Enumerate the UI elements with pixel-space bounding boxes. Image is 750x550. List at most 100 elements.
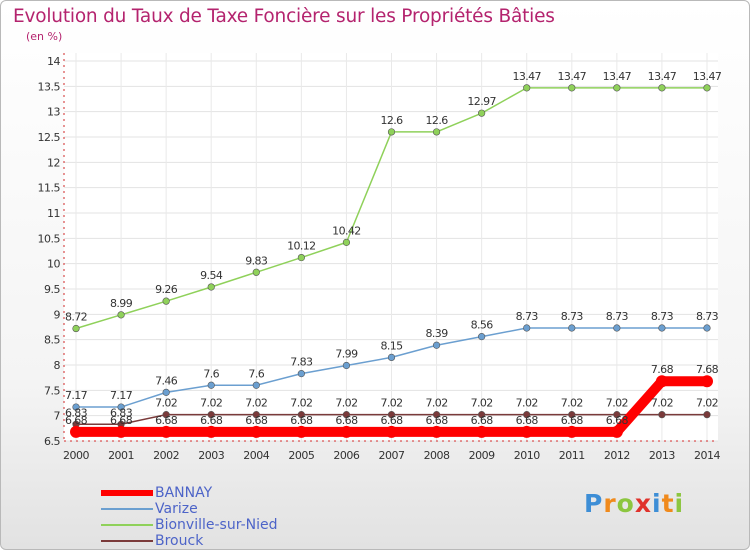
data-label-varize: 8.39 <box>426 327 449 340</box>
data-point-varize <box>207 381 215 389</box>
data-label-brouck: 7.02 <box>606 397 628 410</box>
x-tick-label: 2012 <box>604 449 630 462</box>
legend-label-bionville-sur-nied: Bionville-sur-Nied <box>155 517 278 533</box>
data-point-varize <box>387 353 396 362</box>
x-tick-label: 2004 <box>243 449 269 462</box>
data-point-bionville-sur-nied <box>387 128 396 136</box>
data-label-varize: 7.99 <box>335 348 358 361</box>
data-point-bionville-sur-nied <box>72 324 80 333</box>
data-label-bannay: 7.68 <box>696 363 719 376</box>
data-point-brouck <box>432 411 441 419</box>
x-tick-label: 2014 <box>694 449 720 462</box>
x-tick-label: 2001 <box>108 449 134 462</box>
data-label-brouck: 7.02 <box>200 397 222 410</box>
y-tick-label: 8.5 <box>44 334 60 347</box>
data-label-bannay: 6.68 <box>561 414 584 427</box>
data-label-bannay: 6.68 <box>65 414 88 427</box>
x-tick-label: 2007 <box>379 449 405 462</box>
data-point-varize <box>432 341 441 349</box>
data-point-varize <box>658 324 666 332</box>
data-point-varize <box>703 324 711 332</box>
data-point-brouck <box>297 411 305 419</box>
data-label-bionville-sur-nied: 8.72 <box>65 311 87 324</box>
data-label-varize: 7.17 <box>110 389 133 402</box>
data-point-varize <box>252 381 260 389</box>
data-label-bannay: 7.68 <box>651 363 674 376</box>
x-tick-label: 2006 <box>333 449 359 462</box>
x-tick-label: 2002 <box>153 449 179 462</box>
legend-label-brouck: Brouck <box>155 533 204 549</box>
data-label-bionville-sur-nied: 13.47 <box>512 70 541 83</box>
data-point-bannay <box>385 425 398 438</box>
data-point-bannay <box>610 425 623 438</box>
data-point-brouck <box>478 411 486 419</box>
data-point-brouck <box>703 411 711 419</box>
data-point-bionville-sur-nied <box>207 283 215 291</box>
data-label-brouck: 7.02 <box>471 397 493 410</box>
data-point-bannay <box>520 425 533 438</box>
proxiti-logo-letter: i <box>652 489 662 518</box>
data-label-bionville-sur-nied: 10.12 <box>287 240 316 253</box>
data-label-brouck: 7.02 <box>696 397 718 410</box>
data-point-bionville-sur-nied <box>658 84 666 92</box>
data-point-bionville-sur-nied <box>478 109 486 117</box>
legend-swatch-brouck <box>101 540 153 542</box>
y-tick-label: 6.5 <box>44 435 60 448</box>
legend-label-bannay: BANNAY <box>155 485 213 501</box>
y-tick-label: 9 <box>54 308 61 321</box>
data-label-brouck: 7.02 <box>561 397 583 410</box>
data-label-bionville-sur-nied: 8.99 <box>110 297 133 310</box>
data-point-brouck <box>207 411 215 419</box>
data-point-brouck <box>568 411 576 419</box>
data-point-bionville-sur-nied <box>703 84 711 92</box>
x-tick-label: 2003 <box>198 449 224 462</box>
data-label-bionville-sur-nied: 9.83 <box>245 254 268 267</box>
proxiti-logo-letter: P <box>584 489 604 518</box>
data-label-varize: 8.15 <box>380 339 403 352</box>
y-tick-label: 11 <box>47 207 60 220</box>
data-label-brouck: 7.02 <box>245 397 267 410</box>
data-point-brouck <box>252 411 260 419</box>
data-label-bionville-sur-nied: 13.47 <box>693 70 722 83</box>
data-label-bannay: 6.68 <box>290 414 313 427</box>
legend-swatch-bionville-sur-nied <box>101 524 153 526</box>
data-point-bannay <box>701 375 713 388</box>
data-label-bionville-sur-nied: 12.97 <box>467 95 496 108</box>
y-tick-label: 13 <box>47 106 60 119</box>
y-tick-label: 11.5 <box>38 182 61 195</box>
y-tick-label: 12.5 <box>38 131 61 144</box>
data-point-brouck <box>613 411 621 419</box>
proxiti-logo-letter: o <box>616 489 635 518</box>
data-label-varize: 7.83 <box>290 356 313 369</box>
data-point-bannay <box>475 425 488 438</box>
y-tick-label: 10.5 <box>38 232 61 245</box>
data-point-bionville-sur-nied <box>117 311 125 319</box>
proxiti-logo-letter: i <box>674 489 685 518</box>
data-point-varize <box>478 333 486 341</box>
data-label-brouck: 7.02 <box>335 397 357 410</box>
data-point-bannay <box>250 425 263 438</box>
legend-swatch-varize <box>101 508 153 510</box>
data-label-bionville-sur-nied: 10.42 <box>332 224 361 237</box>
data-label-bannay: 6.68 <box>335 414 358 427</box>
y-tick-label: 8 <box>54 359 61 372</box>
data-label-varize: 7.17 <box>65 389 88 402</box>
data-label-bannay: 6.68 <box>155 414 178 427</box>
data-point-bannay <box>655 375 668 388</box>
data-point-brouck <box>342 411 351 419</box>
x-tick-label: 2000 <box>63 449 89 462</box>
y-tick-label: 9.5 <box>44 283 60 296</box>
data-point-bannay <box>115 425 128 438</box>
data-point-bionville-sur-nied <box>297 253 305 262</box>
y-tick-label: 10 <box>47 258 60 271</box>
data-point-bionville-sur-nied <box>613 84 621 92</box>
data-point-varize <box>342 361 351 370</box>
data-point-bionville-sur-nied <box>162 297 170 305</box>
data-label-brouck: 6.83 <box>110 406 133 419</box>
data-label-brouck: 7.02 <box>155 397 177 410</box>
data-label-brouck: 6.83 <box>65 406 88 419</box>
data-point-brouck <box>162 411 170 419</box>
y-tick-label: 7.5 <box>44 384 60 397</box>
data-label-varize: 7.6 <box>203 367 219 380</box>
legend-swatch-bannay <box>101 490 153 496</box>
